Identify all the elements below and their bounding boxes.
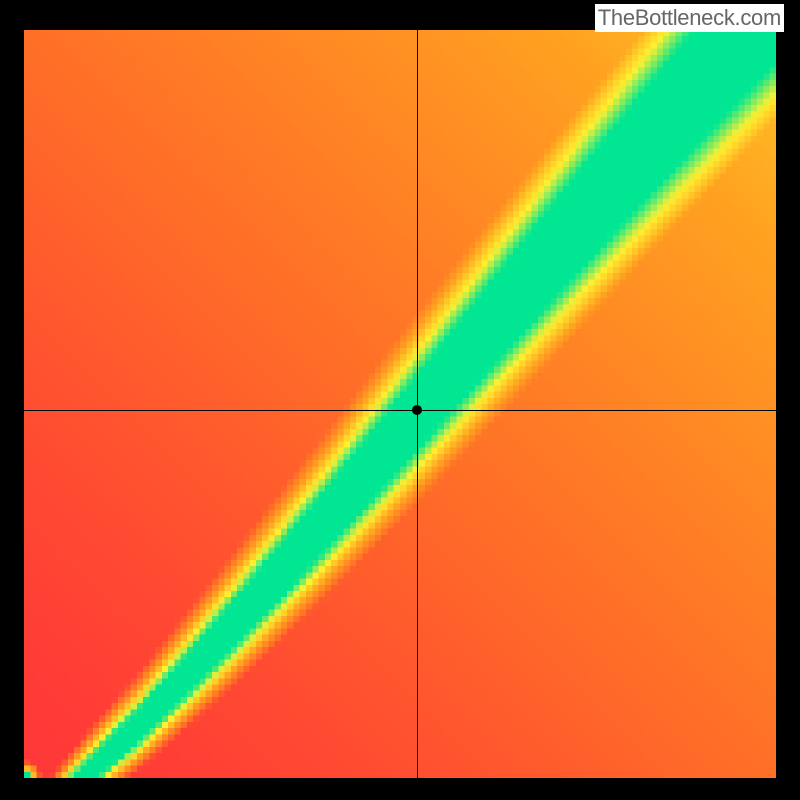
chart-container: TheBottleneck.com xyxy=(0,0,800,800)
watermark-text: TheBottleneck.com xyxy=(595,4,784,32)
heatmap-plot-area xyxy=(24,30,776,778)
heatmap-canvas xyxy=(24,30,776,778)
